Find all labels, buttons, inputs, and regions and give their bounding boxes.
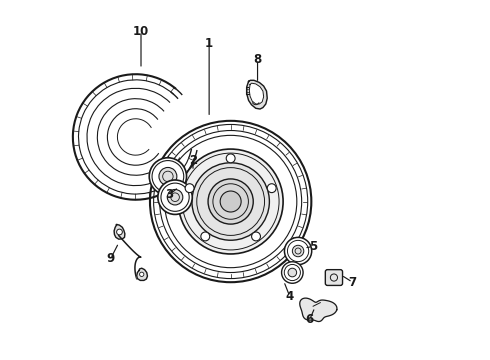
- Circle shape: [149, 158, 187, 195]
- Text: 10: 10: [133, 25, 149, 38]
- FancyBboxPatch shape: [325, 270, 343, 285]
- Circle shape: [167, 189, 183, 205]
- Text: 3: 3: [166, 188, 174, 201]
- Circle shape: [178, 149, 283, 254]
- Circle shape: [208, 179, 253, 224]
- Circle shape: [159, 167, 177, 185]
- Polygon shape: [300, 298, 337, 321]
- Circle shape: [267, 184, 276, 193]
- Polygon shape: [249, 83, 264, 104]
- Circle shape: [285, 237, 312, 265]
- Circle shape: [140, 272, 144, 276]
- Text: 6: 6: [305, 313, 314, 327]
- Circle shape: [185, 184, 194, 193]
- Circle shape: [288, 268, 296, 277]
- Circle shape: [293, 245, 304, 257]
- Circle shape: [158, 180, 192, 215]
- Circle shape: [220, 191, 241, 212]
- Text: 9: 9: [106, 252, 115, 265]
- Text: 4: 4: [286, 290, 294, 303]
- Polygon shape: [137, 268, 147, 280]
- Circle shape: [251, 232, 261, 241]
- Circle shape: [226, 154, 235, 163]
- Circle shape: [192, 163, 270, 240]
- Polygon shape: [114, 225, 125, 239]
- Text: 2: 2: [189, 154, 197, 167]
- Text: 5: 5: [309, 240, 317, 253]
- Text: 8: 8: [253, 53, 262, 66]
- Circle shape: [282, 262, 303, 283]
- Text: 7: 7: [348, 276, 357, 289]
- Circle shape: [117, 229, 122, 235]
- Circle shape: [201, 232, 210, 241]
- Polygon shape: [247, 80, 267, 109]
- Text: 1: 1: [205, 37, 213, 50]
